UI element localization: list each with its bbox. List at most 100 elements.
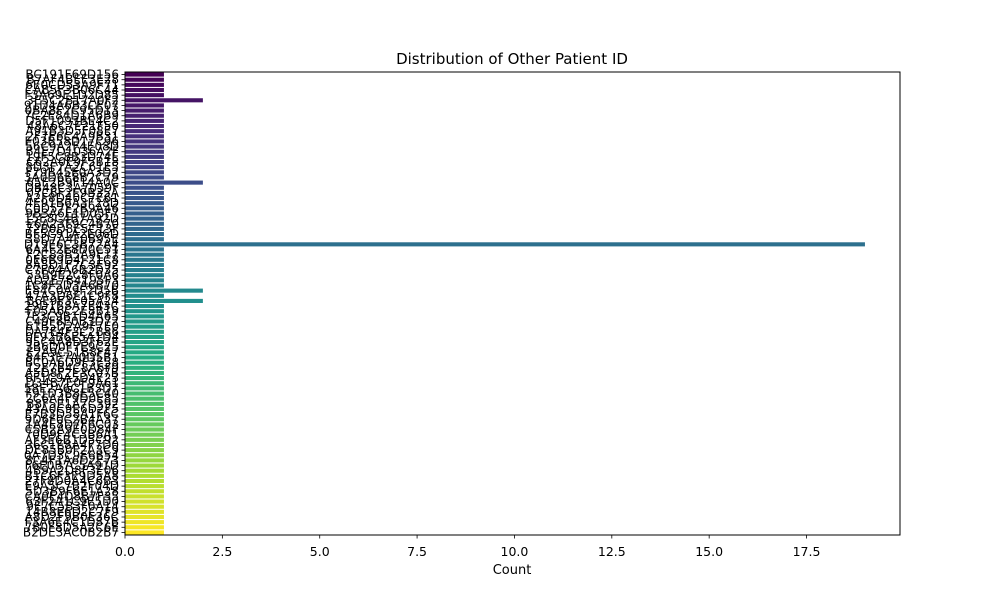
y-tick-label: 70D9F4C3B6A1 [25, 428, 119, 442]
x-axis-label: Count [493, 563, 532, 578]
bar [125, 345, 164, 350]
y-tick-label: BF5C91A2E06D [25, 227, 119, 241]
bar [125, 118, 164, 123]
x-axis-ticks: 0.0 2.5 5.0 7.5 10.0 12.5 15.0 17.5 [115, 535, 820, 559]
bar [125, 175, 164, 180]
y-tick-label: 3B6D0F7E9C25 [25, 340, 119, 354]
bar [125, 165, 164, 170]
bar [125, 180, 203, 185]
y-tick-label: 29D1B8A7E43C [24, 299, 119, 313]
bar [125, 401, 164, 406]
y-tick-label: D19E6C3B72A4 [24, 237, 119, 251]
x-tick-label: 10.0 [501, 544, 529, 559]
bar [125, 268, 164, 273]
y-tick-label: DA7E4F3C2B86 [25, 325, 119, 339]
y-tick-label: F2C83B5A9E17 [26, 248, 119, 262]
bar [125, 242, 865, 247]
y-tick-label: DB48C3A7059F [25, 181, 120, 195]
bar [125, 293, 164, 298]
bar [125, 149, 164, 154]
bar [125, 319, 164, 324]
bar [125, 442, 164, 448]
x-tick-label: 2.5 [212, 544, 232, 559]
y-tick-label: CA0E4D8B7F35 [25, 489, 119, 503]
bar [125, 134, 164, 139]
bar [125, 123, 164, 129]
bar [125, 463, 164, 468]
y-tick-label: C5B2A9E0D84F [25, 423, 119, 437]
x-tick-label: 17.5 [793, 544, 821, 559]
bar [125, 417, 164, 422]
bar [125, 298, 203, 303]
y-tick-label: 6A4F2E8D0C51 [25, 242, 119, 256]
y-tick-label: 8D3F7A2C61E5 [25, 160, 119, 174]
y-tick-label: 72B0D8E5C13F [25, 222, 119, 236]
bar [125, 437, 164, 442]
bar [125, 406, 164, 412]
y-tick-label: A91B3D5F08E7 [25, 124, 119, 138]
bar [125, 309, 164, 314]
bar [125, 370, 164, 376]
bar [125, 154, 164, 159]
y-tick-label: 9E7C5B3F0A14 [26, 500, 119, 514]
bar [125, 273, 164, 278]
y-axis-ticks: BC191F69D156B7AF4BEE3E286E0CD53A9F71CAB5… [23, 68, 125, 539]
x-tick-label: 0.0 [115, 544, 135, 559]
bar [125, 221, 164, 226]
y-tick-label: 4E91B6A3F28D [25, 196, 119, 210]
y-tick-label: D5F1093BE4C2 [25, 114, 119, 128]
y-tick-label: 1C8F5D3A6B70 [25, 278, 119, 292]
y-tick-label: E6A23F9C4B70 [26, 217, 119, 231]
y-tick-label: 63F2A1C9E5D0 [25, 495, 119, 509]
bar [125, 473, 164, 478]
y-tick-label: 53B9E2C8F0A6 [26, 268, 119, 282]
bar [125, 98, 203, 103]
y-tick-label: A8D2F9B0E36C [25, 510, 119, 524]
bar [125, 365, 164, 370]
bar [125, 257, 164, 262]
y-tick-label: AD2E7B4195F3 [25, 273, 119, 287]
bar [125, 350, 164, 355]
bar [125, 201, 164, 206]
y-tick-label: A2F8D40C7E61 [25, 191, 119, 205]
bar [125, 494, 164, 499]
bar [125, 206, 164, 211]
y-tick-label: B4E7D1036A2F [25, 145, 119, 159]
y-tick-label: 27F8D0A4C6B3 [25, 474, 119, 488]
y-tick-label: 15E8C4B7A92D [24, 212, 119, 226]
bar [125, 324, 164, 329]
bar [125, 129, 164, 134]
y-tick-label: F79B45E0A3D2 [25, 165, 119, 179]
bar [125, 247, 164, 252]
y-tick-label: C49F8E0B3D72 [25, 315, 119, 329]
bar [125, 93, 164, 98]
y-tick-label: B2DE3AC0B2B7 [23, 525, 119, 539]
y-tick-label: 0E6B9D4F21C8 [25, 253, 119, 267]
y-tick-label: AF3E6B1D5C92 [25, 433, 119, 447]
y-tick-label: 84F3E7A0D5B1 [25, 351, 119, 365]
bar [125, 453, 164, 458]
y-tick-label: A5D8F2E3C07B [25, 366, 119, 380]
y-tick-label: 95C4A8D3F62E [25, 335, 119, 349]
y-tick-label: C0D57F2B9A46 [25, 201, 119, 215]
y-tick-label: 6F1C9A5D4E23 [25, 371, 119, 385]
bar [125, 509, 164, 514]
y-tick-label: 91D4A6B3CE07 [24, 98, 119, 112]
bar [125, 355, 164, 360]
y-tick-label: B7AF4BEE3E28 [27, 73, 120, 87]
y-tick-label: DE85B0F2A3C9 [25, 443, 119, 457]
y-tick-label: E9A5C7B2F04D [25, 479, 119, 493]
bar [125, 108, 164, 113]
y-tick-label: 6E0CD53A9F71 [25, 78, 119, 92]
bar [125, 288, 203, 293]
y-tick-label: F3A6E4C1D87B [25, 515, 119, 529]
bar [125, 170, 164, 175]
bar [125, 427, 164, 432]
y-tick-label: 7E3C9B1D4A65 [24, 309, 119, 323]
bar [125, 159, 164, 165]
bar [125, 82, 164, 87]
y-tick-label: 3E5C2B17A0F2 [26, 93, 119, 107]
bar [125, 252, 164, 257]
y-tick-label: F91D3B8E5C40 [25, 387, 119, 401]
